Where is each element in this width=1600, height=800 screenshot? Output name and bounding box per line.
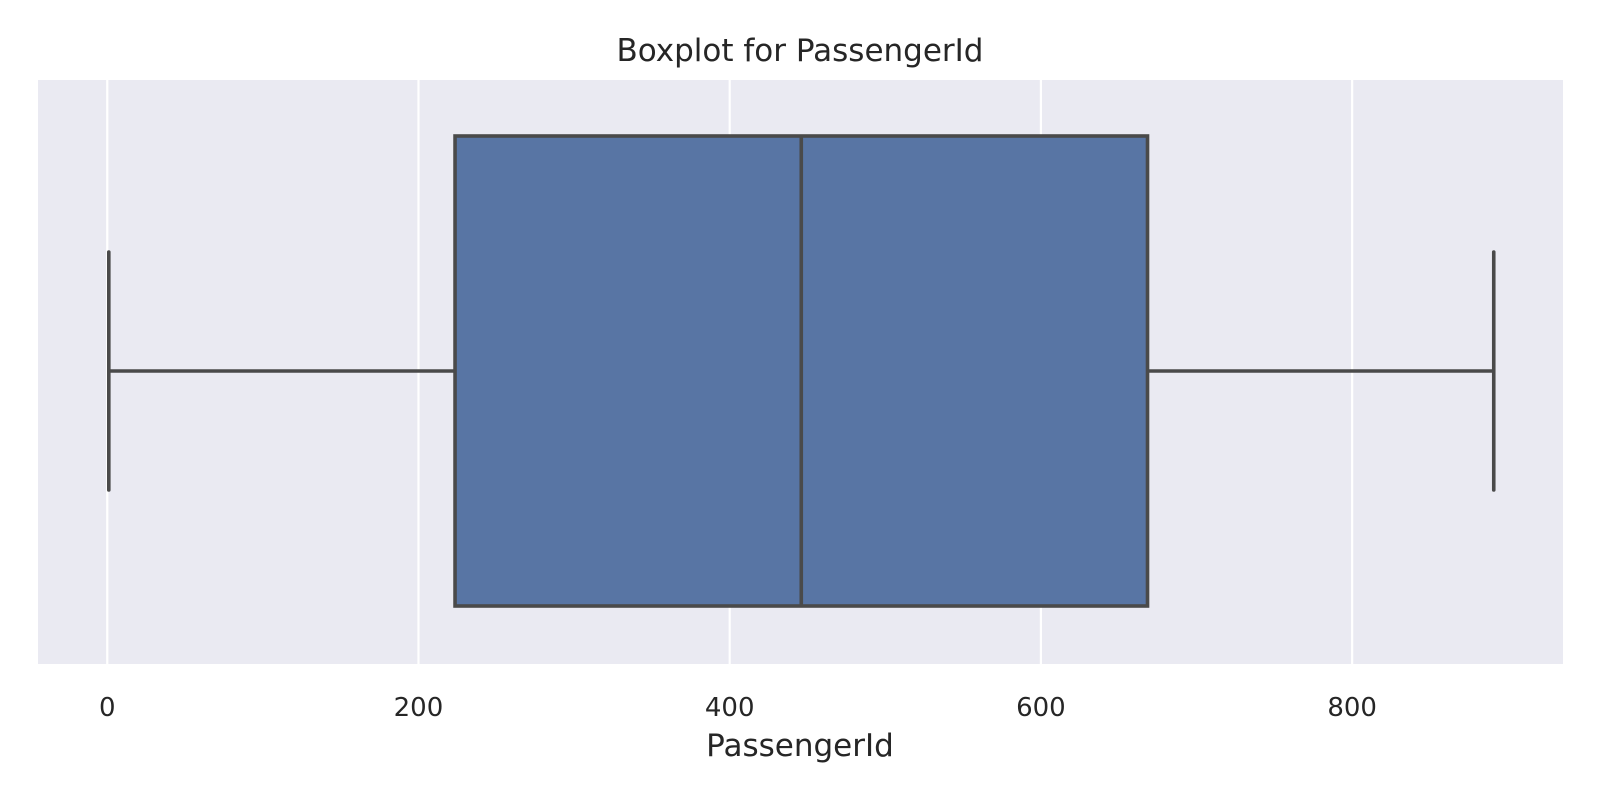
chart-title: Boxplot for PassengerId bbox=[616, 33, 983, 69]
x-axis-label: PassengerId bbox=[706, 728, 894, 764]
x-tick-label: 0 bbox=[99, 693, 116, 723]
box-group bbox=[107, 134, 1496, 608]
x-tick-label: 400 bbox=[705, 693, 755, 723]
x-tick-label: 800 bbox=[1327, 693, 1377, 723]
x-tick-label: 200 bbox=[394, 693, 444, 723]
x-tick-label: 600 bbox=[1016, 693, 1066, 723]
x-tick-labels: 0 200 400 600 800 bbox=[99, 693, 1377, 723]
